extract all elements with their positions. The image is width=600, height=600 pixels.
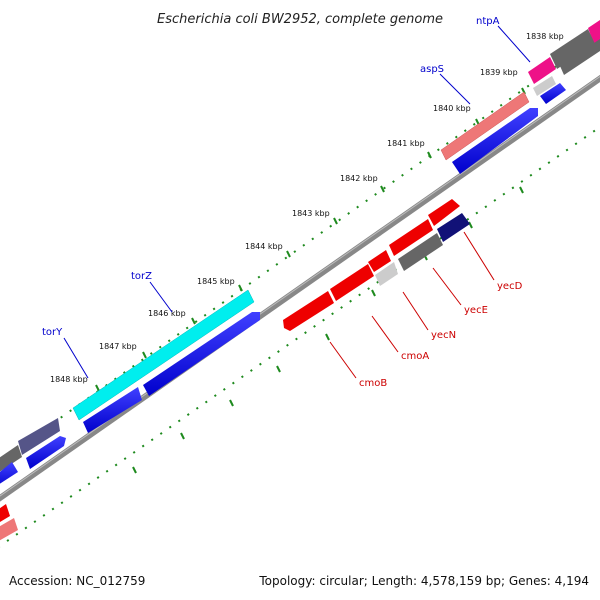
genome-backbone — [0, 74, 600, 502]
cds-yecN-top — [368, 250, 391, 272]
cds-cmoA — [330, 264, 374, 301]
kbp-label-1847: 1847 kbp — [99, 342, 137, 351]
cds-slate-1849 — [18, 418, 60, 455]
cds-blue-e — [26, 436, 66, 469]
cds-blue-a — [540, 83, 566, 104]
kbp-label-1840: 1840 kbp — [433, 104, 471, 113]
gene-label-cmoA: cmoA — [401, 351, 429, 362]
cds-gray-row2 — [560, 39, 600, 75]
cds-blue-c — [83, 387, 142, 433]
cds-ntpA-partial — [588, 20, 600, 44]
cds-ntpA — [528, 57, 556, 84]
cds-yecE — [389, 219, 433, 256]
outer-tick-ring — [0, 33, 600, 463]
kbp-label-1839: 1839 kbp — [480, 68, 518, 77]
forward-track-inner — [0, 39, 600, 484]
kbp-label-1844: 1844 kbp — [245, 242, 283, 251]
kbp-label-1843: 1843 kbp — [292, 209, 330, 218]
kbp-label-1841: 1841 kbp — [387, 139, 425, 148]
cds-red-left — [0, 504, 10, 522]
forward-labels: ntpA aspS torZ torY — [42, 16, 531, 379]
gene-label-ntpA: ntpA — [476, 16, 500, 27]
cds-blue-d — [143, 312, 260, 396]
gene-label-torY: torY — [42, 327, 63, 338]
gene-label-aspS: aspS — [420, 64, 444, 75]
reverse-track — [0, 199, 470, 541]
map-title: Escherichia coli BW2952, complete genome — [157, 12, 443, 27]
cds-lightgray — [533, 76, 556, 96]
gene-label-yecE: yecE — [464, 305, 488, 316]
cds-aspS — [440, 91, 530, 161]
kbp-label-1846: 1846 kbp — [148, 309, 186, 318]
cds-yecD — [428, 199, 460, 226]
cds-blue-f — [0, 462, 18, 484]
gene-label-cmoB: cmoB — [359, 378, 387, 389]
kbp-label-1848: 1848 kbp — [50, 375, 88, 384]
cds-yecN — [375, 262, 398, 286]
cds-torZ — [72, 289, 255, 421]
gene-label-yecD: yecD — [497, 281, 523, 292]
outer-major-ticks — [95, 55, 571, 392]
accession-text: Accession: NC_012759 — [9, 574, 145, 588]
kbp-label-1842: 1842 kbp — [340, 174, 378, 183]
topology-text: Topology: circular; Length: 4,578,159 bp… — [258, 574, 589, 588]
cds-cmoB — [283, 291, 334, 331]
kbp-label-1838: 1838 kbp — [526, 32, 564, 41]
reverse-labels: yecD yecE yecN cmoA cmoB — [329, 231, 523, 389]
kbp-label-1845: 1845 kbp — [197, 277, 235, 286]
cds-navy-yecD — [437, 213, 470, 242]
cds-blue-b — [452, 108, 538, 174]
forward-track-outer — [0, 20, 600, 472]
cds-pink-left — [0, 518, 18, 541]
gene-label-torZ: torZ — [131, 271, 152, 282]
inner-tick-ring — [0, 125, 600, 548]
cds-gray-yecE — [398, 233, 443, 271]
kbp-labels: 1838 kbp 1839 kbp 1840 kbp 1841 kbp 1842… — [50, 32, 564, 384]
cds-gray-1850 — [0, 445, 22, 472]
gene-label-yecN: yecN — [431, 330, 456, 341]
cds-gray-1838 — [550, 29, 595, 69]
